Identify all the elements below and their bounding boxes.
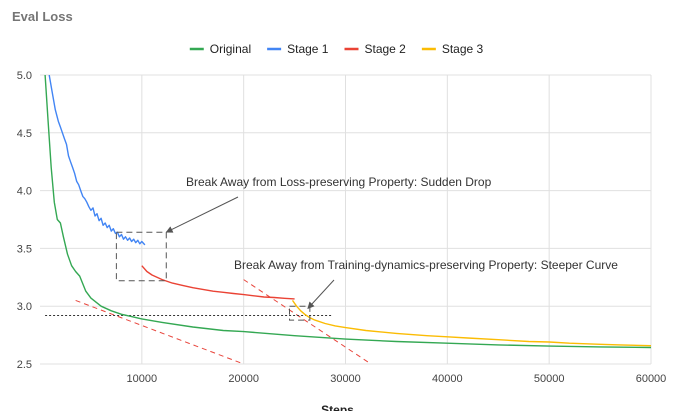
highlight-boxes xyxy=(115,231,311,321)
y-tick-label: 4.0 xyxy=(17,186,32,198)
legend-label: Stage 3 xyxy=(442,42,484,56)
series-line-stage-2 xyxy=(141,265,295,300)
axis-ticks: 2.5 3.0 3.5 4.0 4.5 5.0 10000 20000 30000 40000 50… xyxy=(17,70,667,385)
x-tick-label: 60000 xyxy=(636,373,667,385)
y-tick-label: 4.5 xyxy=(17,128,32,140)
tangent-line xyxy=(243,279,372,365)
tangent-line xyxy=(75,299,244,365)
grid xyxy=(40,74,652,365)
legend: Original Stage 1 Stage 2 Stage 3 xyxy=(189,42,484,56)
y-tick-label: 2.5 xyxy=(17,359,32,371)
x-tick-label: 30000 xyxy=(330,373,361,385)
annotations: Break Away from Loss-preserving Property… xyxy=(165,175,618,310)
x-tick-label: 10000 xyxy=(127,373,158,385)
annotation-arrow xyxy=(307,279,335,310)
annotation-label: Break Away from Loss-preserving Property… xyxy=(186,175,492,189)
series-line-stage-1 xyxy=(48,75,146,246)
highlight-box xyxy=(115,231,167,282)
series-line-original xyxy=(44,75,651,349)
legend-label: Stage 1 xyxy=(287,42,329,56)
y-tick-label: 3.5 xyxy=(17,243,32,255)
annotation-arrow xyxy=(165,196,239,233)
legend-label: Stage 2 xyxy=(364,42,406,56)
series-lines xyxy=(44,75,651,349)
x-tick-label: 40000 xyxy=(432,373,463,385)
x-tick-label: 20000 xyxy=(228,373,259,385)
highlight-box xyxy=(288,305,311,321)
reference-lines xyxy=(45,279,372,365)
y-tick-label: 5.0 xyxy=(17,70,32,82)
x-axis-title: Steps xyxy=(321,403,354,411)
y-tick-label: 3.0 xyxy=(17,301,32,313)
chart-title: Eval Loss xyxy=(12,9,73,24)
annotation-label: Break Away from Training-dynamics-preser… xyxy=(234,258,618,272)
series-line-stage-3 xyxy=(291,299,651,347)
legend-label: Original xyxy=(210,42,251,56)
x-tick-label: 50000 xyxy=(534,373,565,385)
